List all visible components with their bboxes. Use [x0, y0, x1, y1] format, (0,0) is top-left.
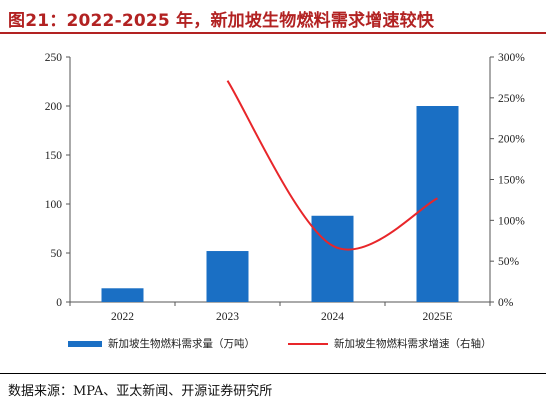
growth-line	[226, 80, 438, 251]
bar	[416, 106, 459, 302]
legend-item-line: 新加坡生物燃料需求增速（右轴）	[288, 336, 492, 351]
legend-line-swatch	[288, 342, 328, 345]
x-tick-label: 2022	[111, 311, 134, 323]
legend-item-bar: 新加坡生物燃料需求量（万吨）	[68, 336, 255, 351]
y-left-tick-label: 50	[51, 248, 63, 260]
bar-series	[101, 106, 459, 302]
x-tick-label: 2024	[321, 311, 344, 323]
y-right-tick-label: 250%	[498, 93, 525, 105]
chart-legend: 新加坡生物燃料需求量（万吨） 新加坡生物燃料需求增速（右轴）	[0, 336, 546, 352]
y-left-tick-label: 200	[45, 101, 63, 113]
tick-labels: 0 50 100 150 200 250 0% 50% 100% 150% 200% 250% 300%…	[45, 52, 526, 323]
y-left-tick-label: 150	[45, 150, 63, 162]
y-right-tick-label: 0%	[498, 297, 514, 309]
bar	[311, 215, 354, 302]
combo-chart: 0 50 100 150 200 250 0% 50% 100% 150% 200% 250% 300%…	[45, 52, 526, 323]
y-left-tick-label: 250	[45, 52, 63, 64]
legend-line-label: 新加坡生物燃料需求增速（右轴）	[334, 338, 492, 350]
y-right-tick-label: 300%	[498, 52, 525, 64]
bar	[101, 288, 144, 302]
legend-bar-swatch	[68, 340, 102, 347]
y-left-tick-label: 100	[45, 199, 63, 211]
title-underline	[0, 32, 546, 34]
chart-title: 图21：2022-2025 年，新加坡生物燃料需求增速较快	[8, 11, 435, 31]
y-right-tick-label: 200%	[498, 134, 525, 146]
y-right-tick-label: 50%	[498, 256, 520, 268]
y-right-tick-label: 100%	[498, 215, 525, 227]
x-tick-label: 2025E	[422, 311, 452, 323]
y-right-tick-label: 150%	[498, 175, 525, 187]
source-note: 数据来源：MPA、亚太新闻、开源证券研究所	[8, 384, 273, 399]
legend-bar-label: 新加坡生物燃料需求量（万吨）	[108, 338, 255, 350]
x-tick-label: 2023	[216, 311, 239, 323]
y-left-tick-label: 0	[56, 297, 62, 309]
bar	[206, 251, 249, 302]
line-series	[226, 80, 438, 251]
source-divider	[0, 373, 546, 374]
